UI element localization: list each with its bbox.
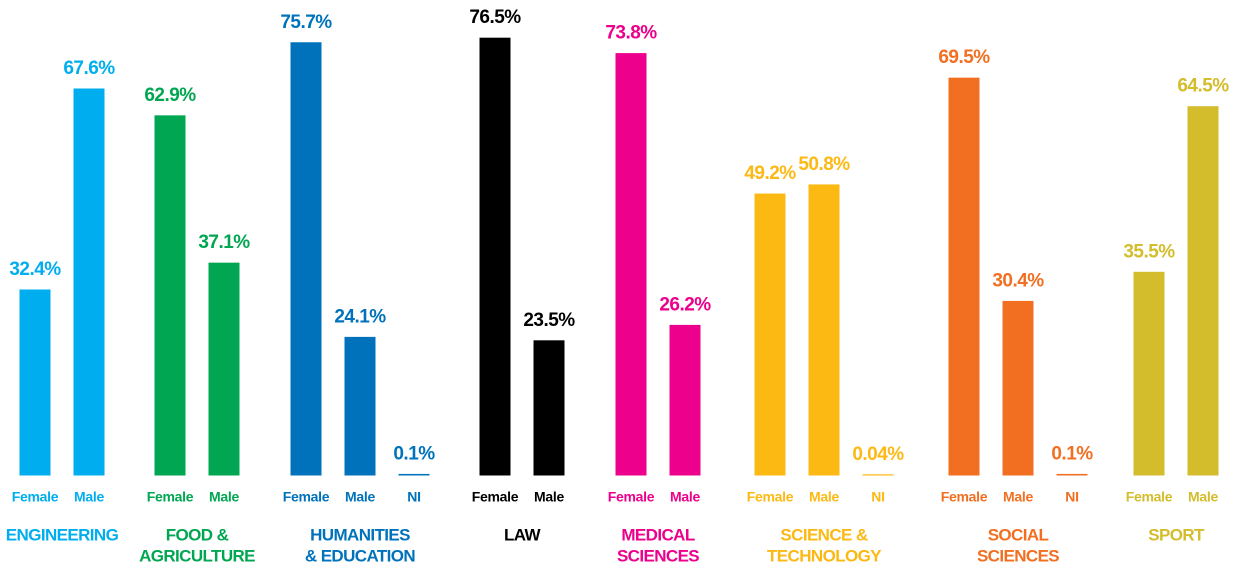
bar bbox=[19, 289, 51, 476]
bar bbox=[208, 262, 240, 476]
group-label: SCIENCES bbox=[617, 546, 699, 565]
category-label: Male bbox=[809, 489, 839, 505]
bar bbox=[808, 184, 840, 476]
value-label: 23.5% bbox=[523, 310, 575, 331]
category-label: NI bbox=[1065, 489, 1078, 505]
value-label: 64.5% bbox=[1177, 76, 1229, 97]
bar bbox=[73, 88, 105, 476]
category-label: Male bbox=[534, 489, 564, 505]
category-label: Female bbox=[608, 489, 655, 505]
value-label: 67.6% bbox=[63, 58, 115, 79]
category-label: Male bbox=[345, 489, 375, 505]
group-label: & EDUCATION bbox=[305, 546, 416, 565]
value-label: 75.7% bbox=[280, 12, 332, 33]
bar bbox=[398, 473, 430, 476]
group-label: AGRICULTURE bbox=[139, 546, 255, 565]
bar bbox=[754, 193, 786, 476]
value-label: 37.1% bbox=[198, 232, 250, 253]
value-label: 69.5% bbox=[938, 47, 990, 68]
category-label: NI bbox=[871, 489, 884, 505]
value-label: 35.5% bbox=[1123, 241, 1175, 262]
group-label: TECHNOLOGY bbox=[767, 546, 882, 565]
bar bbox=[290, 42, 322, 476]
group-label: SCIENCE & bbox=[780, 525, 867, 544]
bar bbox=[344, 336, 376, 476]
value-label: 49.2% bbox=[744, 163, 796, 184]
category-label: Female bbox=[747, 489, 794, 505]
bar bbox=[533, 340, 565, 476]
value-label: 26.2% bbox=[659, 294, 711, 315]
bar bbox=[1056, 473, 1088, 476]
category-label: Female bbox=[12, 489, 59, 505]
value-label: 73.8% bbox=[605, 23, 657, 44]
value-label: 24.1% bbox=[334, 306, 386, 327]
group-label: SOCIAL bbox=[988, 525, 1049, 544]
value-label: 50.8% bbox=[798, 154, 850, 175]
group-label: MEDICAL bbox=[621, 525, 694, 544]
bar bbox=[1002, 300, 1034, 476]
category-label: Male bbox=[1188, 489, 1218, 505]
bar bbox=[615, 53, 647, 476]
category-label: Male bbox=[74, 489, 104, 505]
bar bbox=[1187, 106, 1219, 476]
value-label: 30.4% bbox=[992, 270, 1044, 291]
group-label: SCIENCES bbox=[977, 546, 1059, 565]
group-label: SPORT bbox=[1148, 525, 1205, 544]
value-label: 0.1% bbox=[1051, 443, 1093, 464]
group-label: FOOD & bbox=[166, 525, 229, 544]
category-label: Male bbox=[670, 489, 700, 505]
category-label: Female bbox=[283, 489, 330, 505]
category-label: Female bbox=[941, 489, 988, 505]
group-label: ENGINEERING bbox=[6, 525, 119, 544]
value-label: 0.04% bbox=[852, 444, 904, 465]
bar bbox=[479, 37, 511, 476]
group-label: LAW bbox=[504, 525, 542, 544]
bar bbox=[948, 77, 980, 476]
value-label: 32.4% bbox=[9, 259, 61, 280]
value-label: 0.1% bbox=[393, 443, 435, 464]
category-label: Male bbox=[209, 489, 239, 505]
category-label: Female bbox=[472, 489, 519, 505]
bar bbox=[669, 324, 701, 476]
bar bbox=[1133, 271, 1165, 476]
value-label: 62.9% bbox=[144, 85, 196, 106]
category-label: Female bbox=[1126, 489, 1173, 505]
category-label: Female bbox=[147, 489, 194, 505]
group-label: HUMANITIES bbox=[310, 525, 410, 544]
value-label: 76.5% bbox=[469, 7, 521, 28]
category-label: Male bbox=[1003, 489, 1033, 505]
category-label: NI bbox=[407, 489, 420, 505]
bar bbox=[154, 115, 186, 476]
